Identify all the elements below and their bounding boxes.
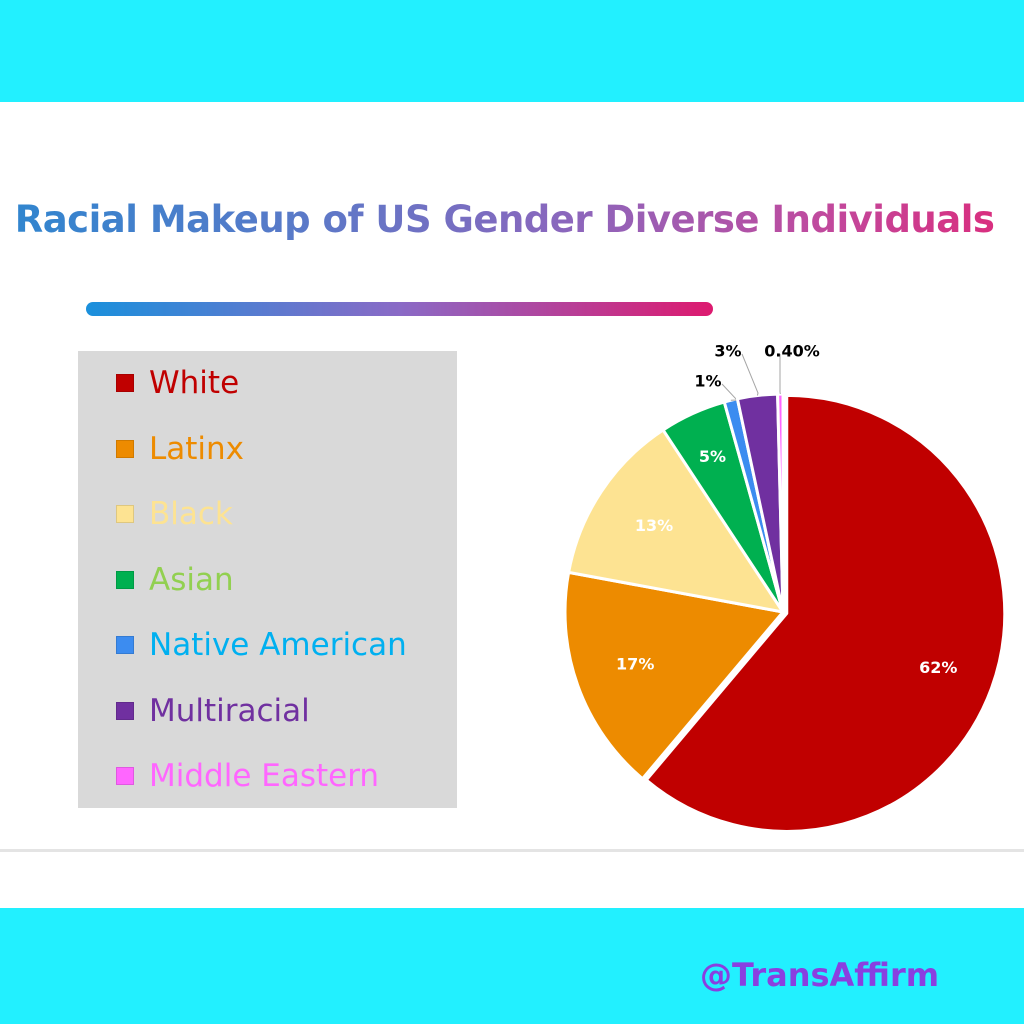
legend-label-black: Black	[149, 496, 233, 532]
pie-label-asian: 5%	[699, 447, 726, 466]
legend: White Latinx Black Asian Native American Mult…	[78, 351, 457, 808]
leader-line-native-american	[721, 383, 739, 401]
top-banner	[0, 0, 1024, 102]
pie-label-middle-eastern: 0.40%	[764, 342, 820, 361]
legend-item-multiracial: Multiracial	[116, 691, 310, 731]
legend-label-asian: Asian	[149, 561, 234, 598]
pie-slice-latinx	[563, 570, 785, 781]
bottom-banner	[0, 908, 1024, 1024]
pie-label-latinx: 17%	[616, 654, 654, 673]
legend-label-middle-eastern: Middle Eastern	[149, 758, 380, 794]
legend-swatch-white	[116, 374, 134, 392]
leader-line-multiracial	[741, 353, 759, 396]
legend-label-multiracial: Multiracial	[149, 692, 310, 729]
legend-label-native-american: Native American	[149, 627, 407, 663]
legend-item-black: Black	[116, 494, 233, 534]
legend-swatch-latinx	[116, 439, 134, 458]
pie-label-black: 13%	[635, 516, 673, 535]
legend-swatch-native-american	[116, 636, 134, 654]
pie-label-white: 62%	[919, 658, 957, 677]
legend-swatch-asian	[116, 570, 134, 589]
legend-item-middle-eastern: Middle Eastern	[116, 756, 379, 796]
title-underline-bar	[86, 302, 713, 316]
legend-swatch-black	[116, 505, 134, 523]
social-handle: @TransAffirm	[700, 956, 940, 994]
legend-label-latinx: Latinx	[149, 430, 245, 467]
divider-line	[0, 849, 1024, 852]
legend-item-white: White	[116, 363, 239, 403]
legend-swatch-multiracial	[116, 701, 134, 720]
pie-label-multiracial: 3%	[714, 342, 741, 361]
legend-item-native-american: Native American	[116, 625, 407, 665]
pie-slice-black	[567, 428, 785, 614]
pie-label-native-american: 1%	[694, 372, 721, 391]
pie-slice-middle-eastern	[776, 392, 785, 614]
legend-item-asian: Asian	[116, 560, 234, 600]
legend-label-white: White	[149, 365, 240, 401]
legend-item-latinx: Latinx	[116, 429, 244, 469]
pie-slice-white	[644, 393, 1007, 833]
legend-swatch-middle-eastern	[116, 767, 134, 785]
